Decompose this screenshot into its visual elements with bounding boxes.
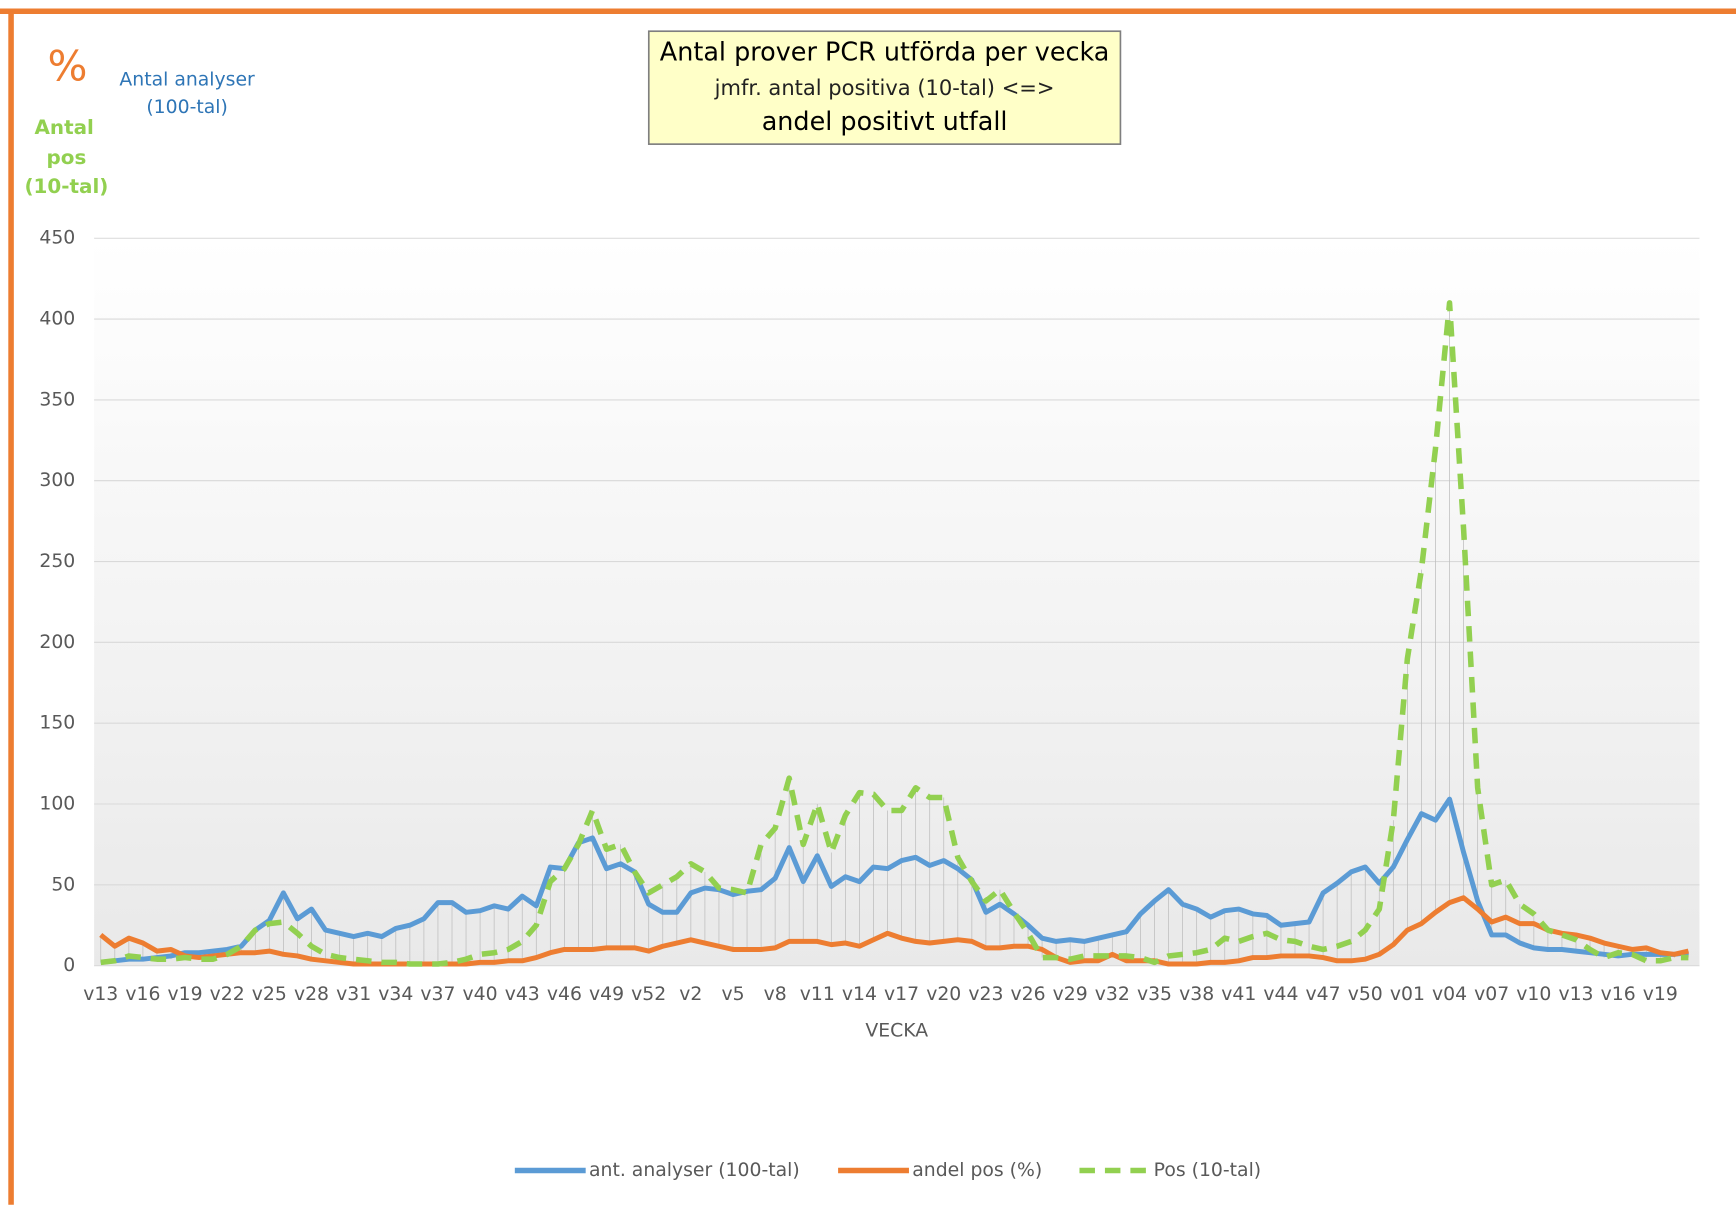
y-tick-label: 100 bbox=[39, 794, 75, 815]
x-tick-label: v44 bbox=[1263, 984, 1298, 1005]
title-box bbox=[647, 30, 1122, 145]
x-tick-label: v23 bbox=[968, 984, 1003, 1005]
legend-label: andel pos (%) bbox=[912, 1160, 1042, 1181]
y-axis-label: Antal analyser bbox=[119, 69, 255, 90]
y-tick-label: 50 bbox=[51, 874, 75, 895]
x-tick-label: v49 bbox=[589, 984, 624, 1005]
y-axis-label: Antal bbox=[35, 116, 94, 139]
y-tick-label: 350 bbox=[39, 389, 75, 410]
y-tick-label: 400 bbox=[39, 309, 75, 330]
x-tick-label: v47 bbox=[1306, 984, 1341, 1005]
y-tick-label: 150 bbox=[39, 713, 75, 734]
chart-title: Antal prover PCR utförda per vecka bbox=[660, 37, 1110, 67]
x-tick-label: v16 bbox=[125, 984, 160, 1005]
chart-subtitle: andel positivt utfall bbox=[762, 107, 1008, 137]
x-tick-label: v22 bbox=[210, 984, 245, 1005]
plot-area bbox=[94, 238, 1700, 966]
x-tick-label: v32 bbox=[1095, 984, 1130, 1005]
y-tick-label: 250 bbox=[39, 551, 75, 572]
x-tick-label: v10 bbox=[1516, 984, 1551, 1005]
x-tick-label: v07 bbox=[1474, 984, 1509, 1005]
x-tick-label: v19 bbox=[1643, 984, 1678, 1005]
x-tick-label: v20 bbox=[926, 984, 961, 1005]
x-tick-label: v38 bbox=[1179, 984, 1214, 1005]
y-axis-label: pos bbox=[47, 146, 87, 169]
x-tick-label: v31 bbox=[336, 984, 371, 1005]
grid: 0 50 100 150 200 250 300 350 400 450 v13 v16 v19 v22 v… bbox=[39, 228, 1700, 1005]
y-tick-label: 0 bbox=[63, 955, 75, 976]
x-tick-label: v13 bbox=[1558, 984, 1593, 1005]
x-tick-label: v11 bbox=[800, 984, 835, 1005]
x-tick-label: v8 bbox=[764, 984, 787, 1005]
series-line bbox=[100, 796, 1689, 965]
y-tick-label: 200 bbox=[39, 632, 75, 653]
x-tick-label: v13 bbox=[83, 984, 118, 1005]
y-axis-label: (100-tal) bbox=[146, 97, 228, 118]
x-tick-label: v52 bbox=[631, 984, 666, 1005]
x-tick-label: v40 bbox=[463, 984, 498, 1005]
legend: ant. analyser (100-tal) andel pos (%) Pos … bbox=[514, 1160, 1262, 1181]
x-axis-label: VECKA bbox=[865, 1020, 928, 1041]
y-axis-label: % bbox=[48, 41, 88, 90]
series bbox=[99, 300, 1689, 967]
x-tick-label: v19 bbox=[168, 984, 203, 1005]
y-tick-label: 450 bbox=[39, 228, 75, 249]
x-tick-label: v17 bbox=[884, 984, 919, 1005]
x-tick-label: v34 bbox=[378, 984, 413, 1005]
y-tick-label: 300 bbox=[39, 470, 75, 491]
x-tick-label: v46 bbox=[547, 984, 582, 1005]
x-tick-label: v29 bbox=[1053, 984, 1088, 1005]
y-axis-label: (10-tal) bbox=[24, 175, 108, 198]
x-tick-label: v04 bbox=[1432, 984, 1467, 1005]
legend-label: ant. analyser (100-tal) bbox=[589, 1160, 800, 1181]
x-tick-label: v35 bbox=[1137, 984, 1172, 1005]
x-tick-label: v26 bbox=[1011, 984, 1046, 1005]
x-tick-label: v50 bbox=[1348, 984, 1383, 1005]
series-line bbox=[100, 300, 1689, 967]
x-tick-label: v43 bbox=[505, 984, 540, 1005]
chart-subtitle: jmfr. antal positiva (10-tal) <=> bbox=[714, 75, 1055, 100]
x-tick-label: v5 bbox=[721, 984, 744, 1005]
x-tick-label: v2 bbox=[679, 984, 702, 1005]
x-tick-label: v01 bbox=[1390, 984, 1425, 1005]
x-tick-label: v37 bbox=[420, 984, 455, 1005]
x-tick-label: v41 bbox=[1221, 984, 1256, 1005]
x-tick-label: v28 bbox=[294, 984, 329, 1005]
legend-label: Pos (10-tal) bbox=[1154, 1160, 1262, 1181]
x-tick-label: v14 bbox=[842, 984, 877, 1005]
series-line bbox=[99, 895, 1689, 967]
x-tick-label: v25 bbox=[252, 984, 287, 1005]
x-tick-label: v16 bbox=[1601, 984, 1636, 1005]
